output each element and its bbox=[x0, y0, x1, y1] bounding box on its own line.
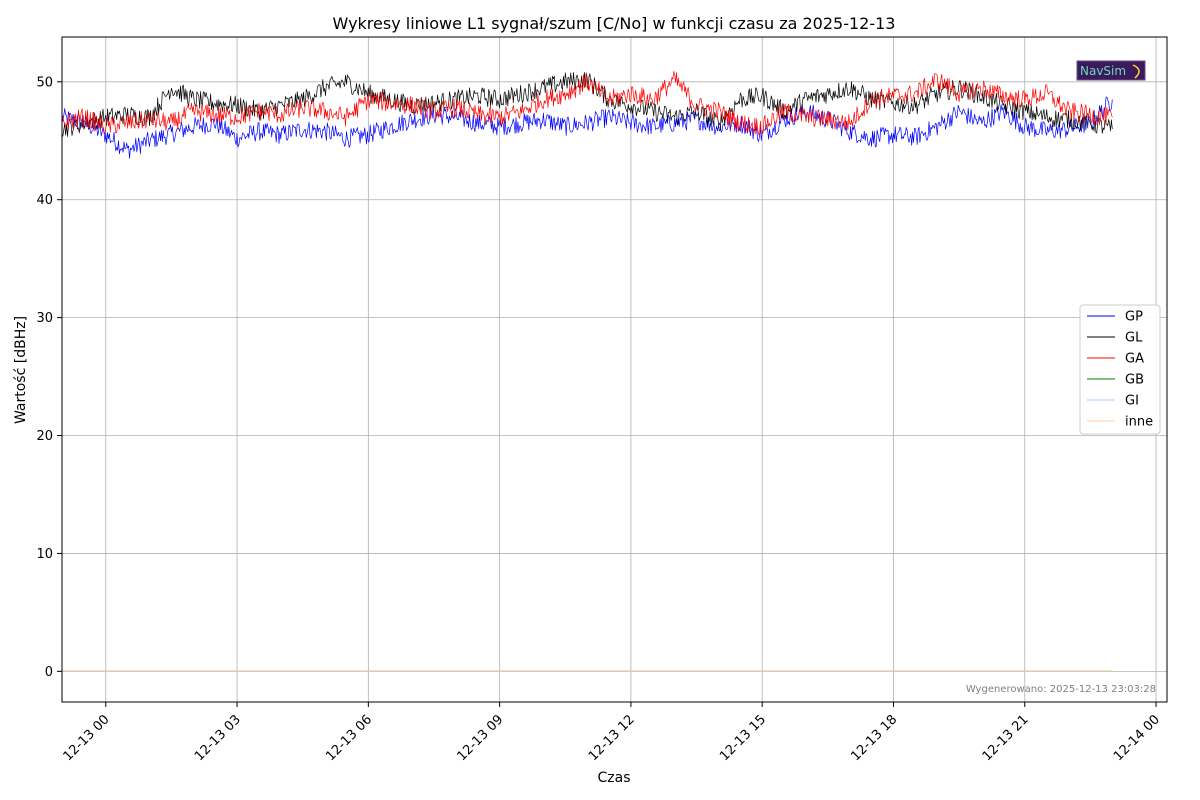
y-tick-label: 30 bbox=[36, 311, 53, 326]
series-line-ga bbox=[61, 71, 1113, 136]
series-layer bbox=[61, 71, 1113, 672]
y-tick-label: 0 bbox=[45, 665, 53, 680]
generated-timestamp: Wygenerowano: 2025-12-13 23:03:28 bbox=[966, 684, 1156, 695]
y-axis-title: Wartość [dBHz] bbox=[13, 316, 29, 424]
legend-label-inne: inne bbox=[1125, 415, 1153, 430]
x-tick-label: 12-13 00 bbox=[61, 712, 113, 764]
x-tick-label: 12-13 21 bbox=[980, 712, 1032, 764]
legend: GP GL GA GB GI inne bbox=[1079, 304, 1161, 435]
y-tick-label: 20 bbox=[36, 429, 53, 444]
legend-label-ga: GA bbox=[1125, 352, 1144, 367]
legend-label-gl: GL bbox=[1125, 331, 1143, 346]
y-tick-label: 40 bbox=[36, 193, 53, 208]
x-tick-label: 12-13 09 bbox=[455, 712, 507, 764]
legend-label-gi: GI bbox=[1125, 394, 1139, 409]
logo-arc-icon bbox=[1132, 64, 1140, 79]
x-tick-label: 12-13 18 bbox=[848, 712, 900, 764]
x-tick-label: 12-13 06 bbox=[323, 712, 375, 764]
x-axis: 12-13 00 12-13 03 12-13 06 12-13 09 12-13 12… bbox=[61, 702, 1163, 764]
series-line-gl bbox=[61, 72, 1113, 138]
navsim-logo: NavSim bbox=[1076, 60, 1146, 81]
x-tick-label: 12-13 03 bbox=[192, 712, 244, 764]
logo-text: NavSim bbox=[1080, 64, 1126, 78]
x-tick-label: 12-14 00 bbox=[1111, 712, 1163, 764]
y-tick-label: 10 bbox=[36, 547, 53, 562]
grid bbox=[62, 37, 1167, 702]
plot-frame bbox=[61, 36, 1168, 703]
legend-label-gb: GB bbox=[1125, 373, 1144, 388]
y-axis: 0 10 20 30 40 50 bbox=[36, 75, 62, 680]
logo-background bbox=[1076, 60, 1146, 81]
x-tick-label: 12-13 12 bbox=[586, 712, 638, 764]
y-tick-label: 50 bbox=[36, 75, 53, 90]
chart-title: Wykresy liniowe L1 sygnał/szum [C/No] w … bbox=[333, 14, 896, 33]
x-axis-title: Czas bbox=[598, 770, 631, 786]
series-line-gp bbox=[61, 96, 1113, 159]
x-tick-label: 12-13 15 bbox=[717, 712, 769, 764]
legend-label-gp: GP bbox=[1125, 310, 1143, 325]
